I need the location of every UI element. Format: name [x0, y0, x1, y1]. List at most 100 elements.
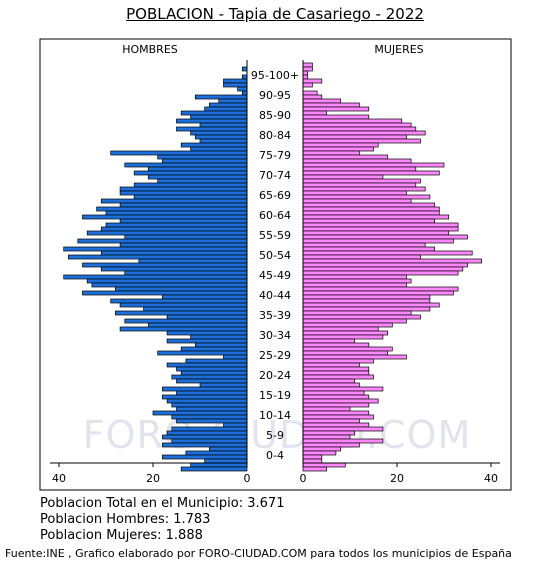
female-bar	[302, 410, 370, 416]
stat-hombres: Poblacion Hombres: 1.783	[40, 512, 211, 527]
female-bar	[302, 78, 323, 84]
male-bar	[171, 374, 248, 380]
female-bar	[302, 414, 374, 420]
female-bar	[302, 66, 313, 72]
male-bar	[171, 438, 248, 444]
female-bar	[302, 366, 370, 372]
male-bar	[86, 230, 248, 236]
female-bar	[302, 314, 421, 320]
male-bar	[105, 222, 248, 228]
male-bar	[190, 334, 248, 340]
male-bar	[162, 394, 248, 400]
female-bar	[302, 214, 450, 220]
male-bar	[147, 166, 248, 172]
female-bar	[302, 330, 388, 336]
female-bar	[302, 326, 379, 332]
age-group-label: 70-74	[259, 169, 291, 182]
male-bar	[82, 214, 248, 220]
female-bar	[302, 374, 374, 380]
male-bar	[162, 454, 248, 460]
female-bar	[302, 150, 360, 156]
male-bar	[199, 122, 248, 128]
male-bar	[157, 178, 248, 184]
male-bar	[82, 290, 248, 296]
male-bar	[194, 342, 248, 348]
male-bar	[147, 322, 248, 328]
male-bar	[194, 94, 248, 100]
female-bar	[302, 282, 407, 288]
male-bar	[223, 354, 248, 360]
male-bar	[82, 262, 248, 268]
female-bar	[302, 130, 426, 136]
male-bar	[138, 258, 248, 264]
age-group-label: 75-79	[259, 149, 291, 162]
female-bar	[302, 394, 370, 400]
male-bar	[176, 366, 248, 372]
male-bar	[133, 170, 248, 176]
age-group-label: 40-44	[259, 289, 291, 302]
male-bar	[180, 370, 248, 376]
female-bar	[302, 398, 379, 404]
female-bar	[302, 350, 388, 356]
female-bar	[302, 450, 337, 456]
age-group-label: 25-29	[259, 349, 291, 362]
age-group-label: 5-9	[266, 429, 284, 442]
male-bar	[124, 270, 248, 276]
male-bar	[223, 422, 248, 428]
female-bar	[302, 166, 417, 172]
male-bar	[241, 90, 248, 96]
male-bar	[209, 446, 248, 452]
female-bar	[302, 306, 431, 312]
male-bar	[133, 194, 248, 200]
female-bar	[302, 254, 421, 260]
female-bar	[302, 198, 412, 204]
male-bar	[166, 362, 248, 368]
male-bar	[209, 102, 248, 108]
female-bar	[302, 218, 435, 224]
female-bar	[302, 278, 412, 284]
male-bar	[171, 426, 248, 432]
female-bar	[302, 174, 384, 180]
female-bar	[302, 406, 351, 412]
male-bar	[133, 182, 248, 188]
male-bar	[190, 462, 248, 468]
female-bar	[302, 246, 435, 252]
female-bar	[302, 62, 313, 68]
male-bar	[241, 74, 248, 80]
male-bar	[124, 234, 248, 240]
x-tick-label-right: 0	[300, 472, 307, 485]
male-bars	[63, 66, 248, 472]
chart-title: POBLACION - Tapia de Casariego - 2022	[126, 5, 424, 23]
age-group-label: 55-59	[259, 229, 291, 242]
female-bar	[302, 70, 309, 76]
female-bar	[302, 290, 454, 296]
female-bar	[302, 90, 318, 96]
female-bar	[302, 162, 445, 168]
female-bar	[302, 346, 393, 352]
x-tick-label-left: 0	[244, 472, 251, 485]
female-bar	[302, 338, 356, 344]
male-bar	[119, 202, 248, 208]
female-bar	[302, 122, 412, 128]
female-bar	[302, 322, 393, 328]
male-bar	[180, 346, 248, 352]
female-bar	[302, 238, 454, 244]
male-bar	[100, 198, 248, 204]
female-bar	[302, 454, 323, 460]
male-bar	[115, 310, 248, 316]
male-bar	[152, 410, 248, 416]
female-bar	[302, 106, 370, 112]
female-bar	[302, 134, 407, 140]
female-bar	[302, 426, 384, 432]
male-bar	[86, 278, 248, 284]
male-bar	[166, 338, 248, 344]
male-bar	[162, 386, 248, 392]
female-bar	[302, 354, 407, 360]
male-bar	[223, 78, 248, 84]
female-bar	[302, 362, 360, 368]
female-bar	[302, 230, 450, 236]
age-group-label: 0-4	[266, 449, 284, 462]
female-bars	[302, 62, 482, 472]
male-bar	[176, 406, 248, 412]
